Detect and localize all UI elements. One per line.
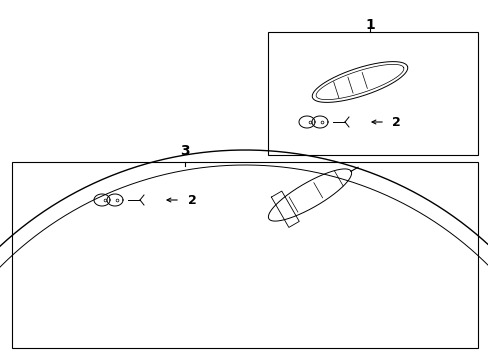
Text: 1: 1	[365, 18, 374, 32]
Bar	[267, 32, 477, 155]
Text: 3: 3	[180, 144, 189, 158]
Bar	[12, 162, 477, 348]
Text: 2: 2	[187, 194, 196, 207]
Text: 2: 2	[391, 116, 400, 129]
